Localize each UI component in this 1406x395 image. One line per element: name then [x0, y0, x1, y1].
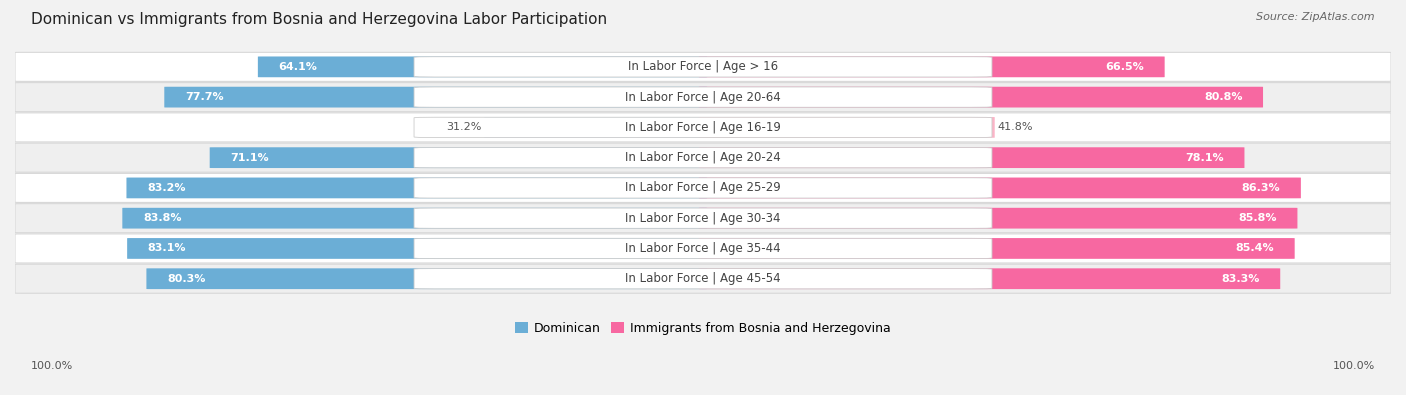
Text: Dominican vs Immigrants from Bosnia and Herzegovina Labor Participation: Dominican vs Immigrants from Bosnia and … [31, 12, 607, 27]
FancyBboxPatch shape [699, 87, 1263, 107]
FancyBboxPatch shape [15, 173, 1391, 203]
FancyBboxPatch shape [413, 87, 993, 107]
FancyBboxPatch shape [413, 208, 993, 228]
FancyBboxPatch shape [413, 178, 993, 198]
Text: 31.2%: 31.2% [446, 122, 481, 132]
Text: 64.1%: 64.1% [278, 62, 318, 72]
Text: 80.3%: 80.3% [167, 274, 205, 284]
Text: In Labor Force | Age 16-19: In Labor Force | Age 16-19 [626, 121, 780, 134]
Text: In Labor Force | Age 20-64: In Labor Force | Age 20-64 [626, 90, 780, 103]
FancyBboxPatch shape [15, 143, 1391, 172]
Text: 100.0%: 100.0% [1333, 361, 1375, 371]
Text: 86.3%: 86.3% [1241, 183, 1281, 193]
FancyBboxPatch shape [699, 147, 1244, 168]
FancyBboxPatch shape [257, 56, 707, 77]
FancyBboxPatch shape [209, 147, 707, 168]
FancyBboxPatch shape [413, 147, 993, 168]
FancyBboxPatch shape [127, 177, 707, 198]
Text: 85.8%: 85.8% [1239, 213, 1277, 223]
FancyBboxPatch shape [413, 117, 993, 137]
FancyBboxPatch shape [699, 268, 1281, 289]
Text: 100.0%: 100.0% [31, 361, 73, 371]
FancyBboxPatch shape [122, 208, 707, 229]
FancyBboxPatch shape [127, 238, 707, 259]
FancyBboxPatch shape [15, 234, 1391, 263]
FancyBboxPatch shape [146, 268, 707, 289]
FancyBboxPatch shape [15, 264, 1391, 293]
Text: 83.3%: 83.3% [1222, 274, 1260, 284]
FancyBboxPatch shape [413, 269, 993, 289]
Text: 80.8%: 80.8% [1204, 92, 1243, 102]
Text: In Labor Force | Age > 16: In Labor Force | Age > 16 [628, 60, 778, 73]
FancyBboxPatch shape [15, 83, 1391, 112]
Text: In Labor Force | Age 45-54: In Labor Force | Age 45-54 [626, 272, 780, 285]
FancyBboxPatch shape [699, 238, 1295, 259]
FancyBboxPatch shape [15, 113, 1391, 142]
Text: In Labor Force | Age 25-29: In Labor Force | Age 25-29 [626, 181, 780, 194]
Text: In Labor Force | Age 30-34: In Labor Force | Age 30-34 [626, 212, 780, 225]
FancyBboxPatch shape [699, 208, 1298, 229]
FancyBboxPatch shape [15, 204, 1391, 233]
Text: In Labor Force | Age 35-44: In Labor Force | Age 35-44 [626, 242, 780, 255]
Text: 83.2%: 83.2% [148, 183, 186, 193]
Text: 71.1%: 71.1% [231, 152, 269, 163]
Text: 77.7%: 77.7% [186, 92, 224, 102]
FancyBboxPatch shape [165, 87, 707, 107]
FancyBboxPatch shape [699, 56, 1164, 77]
Text: 66.5%: 66.5% [1105, 62, 1144, 72]
FancyBboxPatch shape [484, 117, 707, 138]
Text: Source: ZipAtlas.com: Source: ZipAtlas.com [1257, 12, 1375, 22]
Text: 78.1%: 78.1% [1185, 152, 1223, 163]
Text: 41.8%: 41.8% [997, 122, 1033, 132]
Text: 85.4%: 85.4% [1236, 243, 1274, 254]
FancyBboxPatch shape [413, 238, 993, 259]
Text: 83.8%: 83.8% [143, 213, 181, 223]
FancyBboxPatch shape [413, 57, 993, 77]
Text: In Labor Force | Age 20-24: In Labor Force | Age 20-24 [626, 151, 780, 164]
Text: 83.1%: 83.1% [148, 243, 186, 254]
FancyBboxPatch shape [699, 177, 1301, 198]
FancyBboxPatch shape [15, 52, 1391, 81]
Legend: Dominican, Immigrants from Bosnia and Herzegovina: Dominican, Immigrants from Bosnia and He… [510, 317, 896, 340]
FancyBboxPatch shape [699, 117, 994, 138]
